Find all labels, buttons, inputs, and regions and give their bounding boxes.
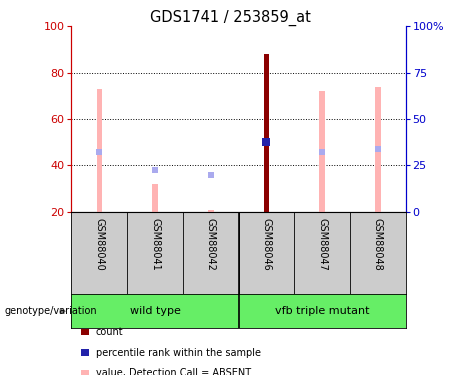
Text: GSM88047: GSM88047 bbox=[317, 219, 327, 272]
Text: genotype/variation: genotype/variation bbox=[5, 306, 97, 316]
Bar bbox=[319, 91, 325, 212]
Text: wild type: wild type bbox=[130, 306, 180, 316]
Text: GSM88040: GSM88040 bbox=[95, 219, 104, 271]
Text: percentile rank within the sample: percentile rank within the sample bbox=[96, 348, 261, 357]
Text: count: count bbox=[96, 327, 124, 337]
Text: GSM88042: GSM88042 bbox=[206, 219, 216, 272]
Text: GSM88048: GSM88048 bbox=[373, 219, 383, 271]
Text: GDS1741 / 253859_at: GDS1741 / 253859_at bbox=[150, 9, 311, 26]
Text: vfb triple mutant: vfb triple mutant bbox=[275, 306, 369, 316]
Text: GSM88046: GSM88046 bbox=[261, 219, 272, 271]
Bar bbox=[96, 89, 102, 212]
Text: value, Detection Call = ABSENT: value, Detection Call = ABSENT bbox=[96, 368, 251, 375]
Bar bbox=[152, 184, 158, 212]
Text: GSM88041: GSM88041 bbox=[150, 219, 160, 271]
Bar bbox=[264, 54, 269, 212]
Bar bbox=[208, 210, 213, 212]
Bar bbox=[375, 87, 381, 212]
